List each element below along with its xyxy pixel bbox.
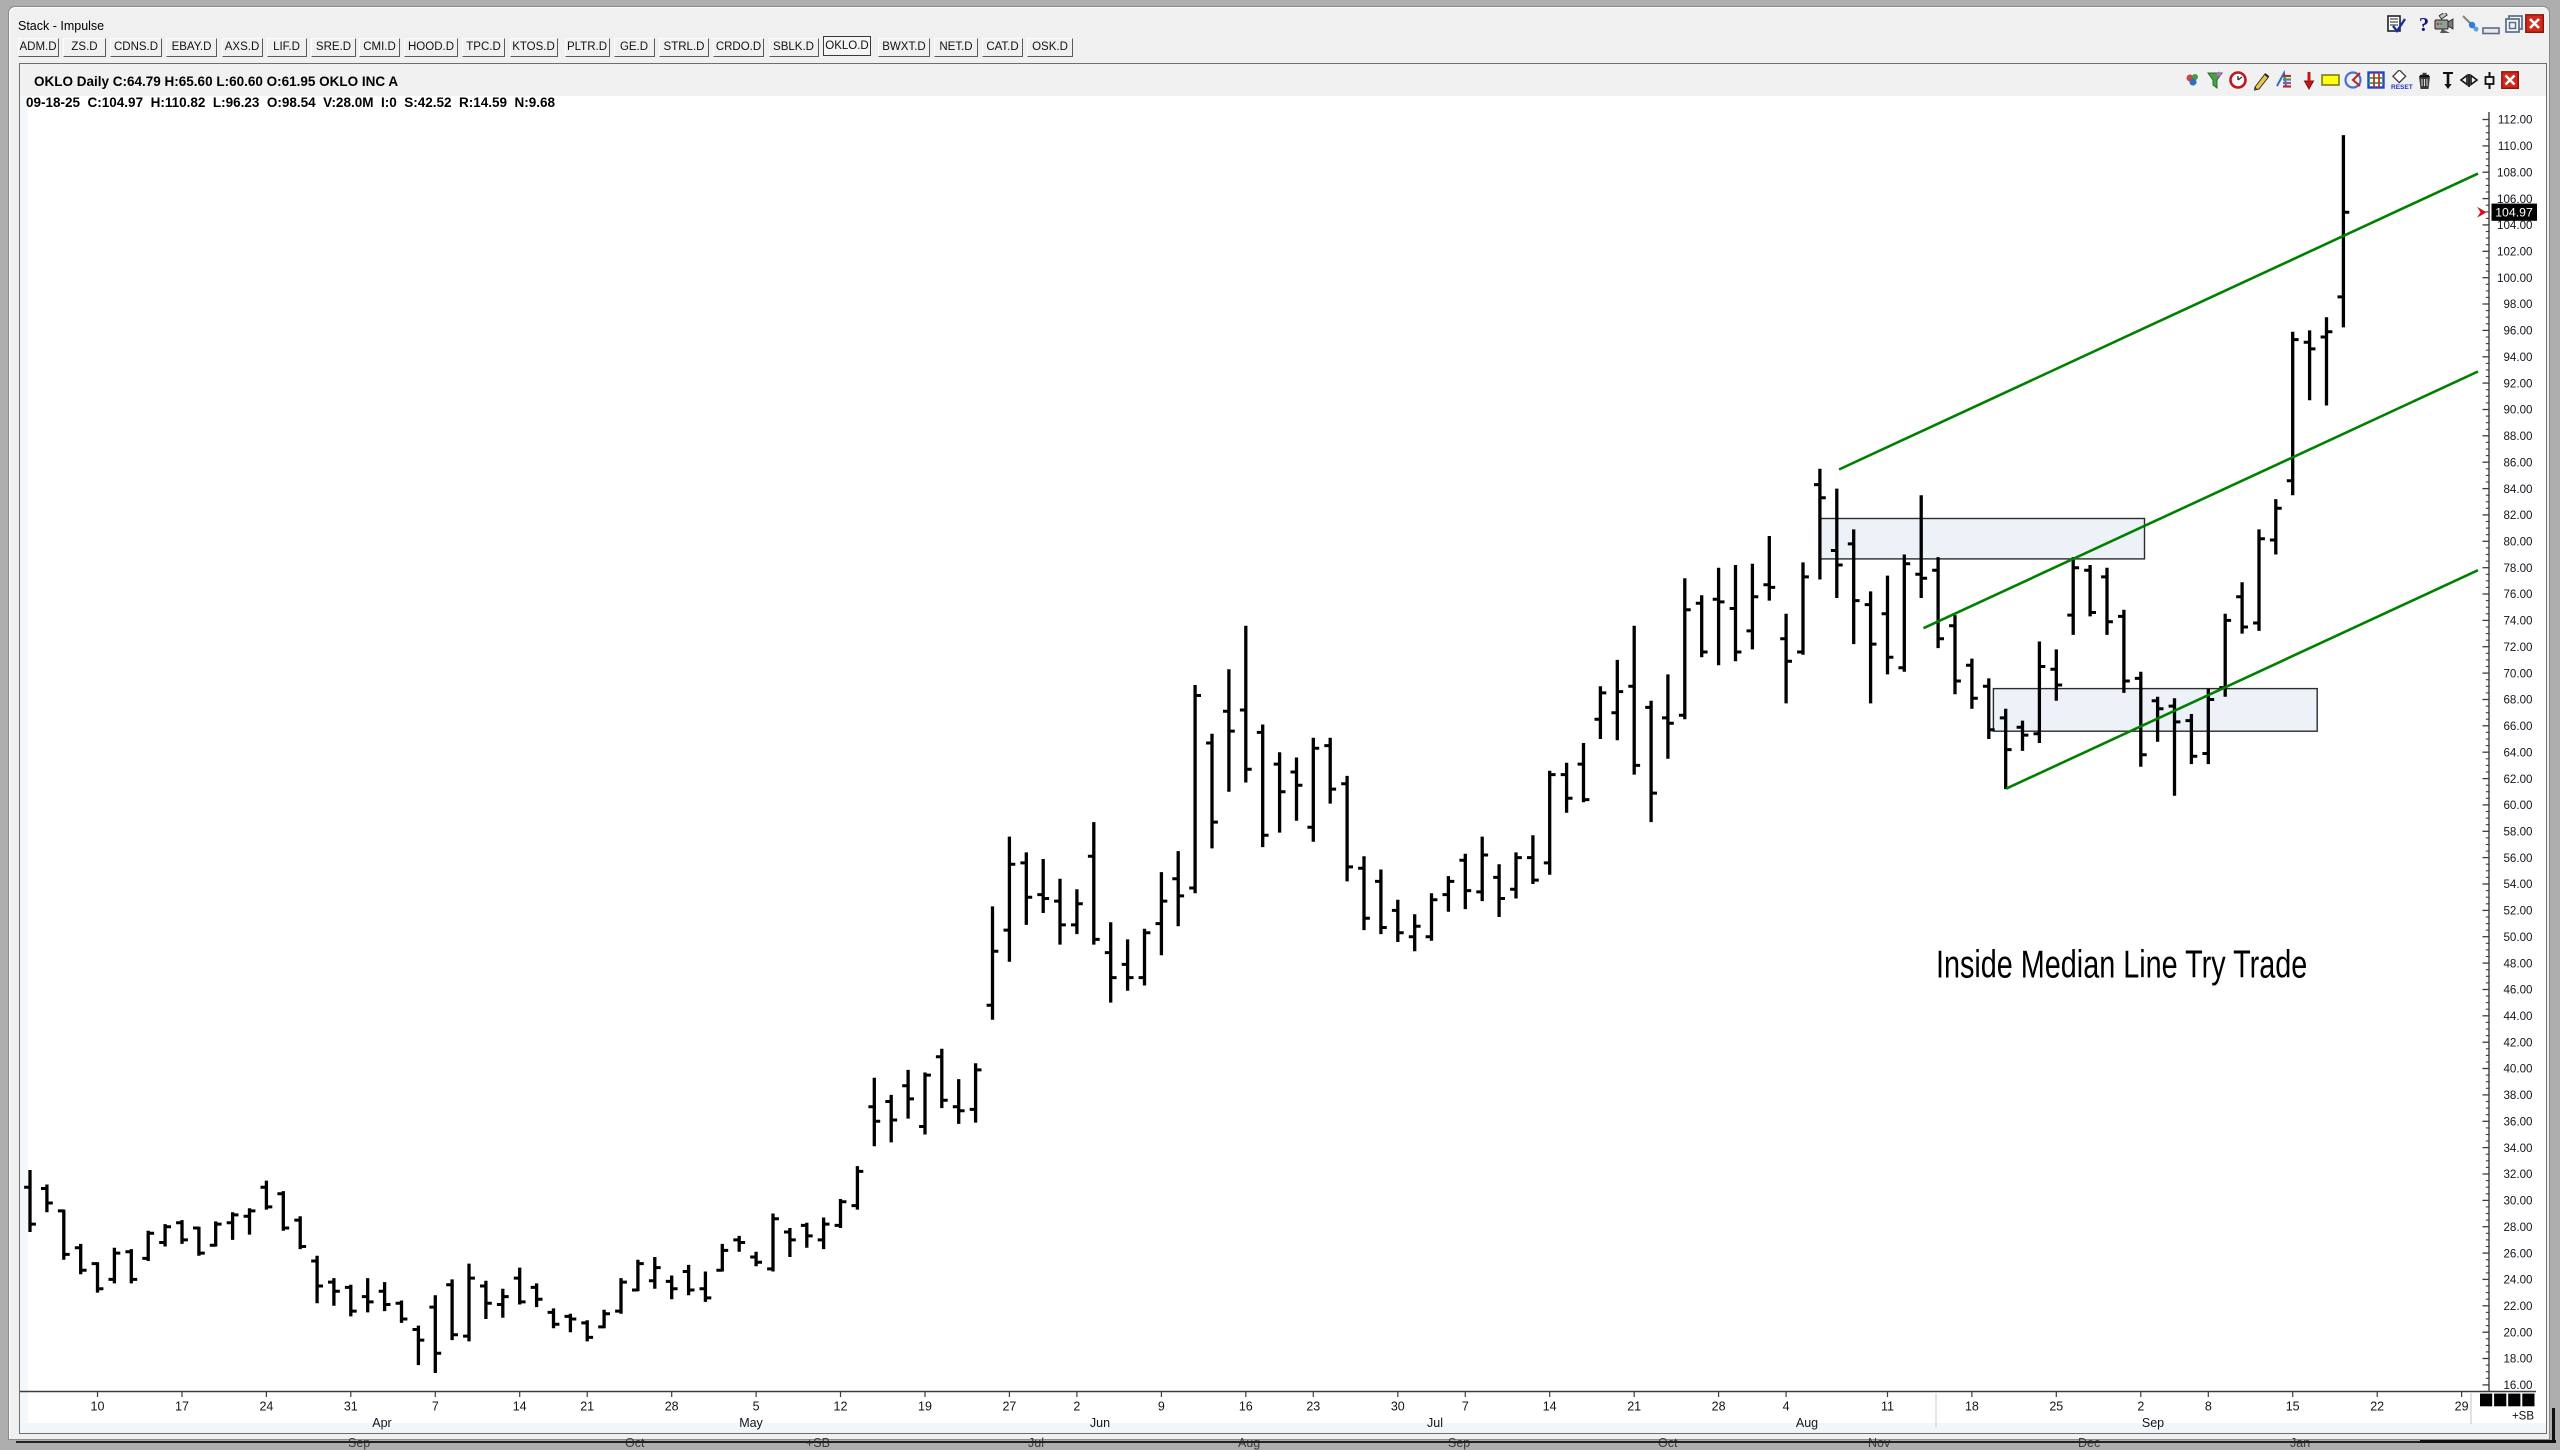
svg-text:10: 10: [91, 1400, 105, 1414]
svg-text:48.00: 48.00: [2503, 957, 2532, 970]
svg-text:11: 11: [1881, 1400, 1894, 1414]
svg-text:8: 8: [2205, 1400, 2212, 1414]
svg-text:Inside Median Line Try Trade: Inside Median Line Try Trade: [1936, 944, 2307, 987]
svg-text:30: 30: [1391, 1400, 1405, 1414]
svg-text:18: 18: [1965, 1400, 1979, 1414]
svg-text:58.00: 58.00: [2503, 826, 2532, 839]
svg-text:21: 21: [1627, 1400, 1641, 1414]
svg-text:25: 25: [2049, 1400, 2063, 1414]
svg-text:26.00: 26.00: [2503, 1247, 2532, 1260]
svg-text:110.00: 110.00: [2498, 140, 2533, 153]
svg-text:70.00: 70.00: [2503, 667, 2532, 680]
svg-text:50.00: 50.00: [2503, 931, 2532, 944]
svg-text:74.00: 74.00: [2503, 615, 2532, 628]
svg-text:78.00: 78.00: [2503, 562, 2532, 575]
svg-text:46.00: 46.00: [2503, 984, 2532, 997]
svg-text:100.00: 100.00: [2497, 272, 2532, 285]
svg-text:94.00: 94.00: [2503, 351, 2532, 364]
svg-text:90.00: 90.00: [2503, 404, 2532, 417]
svg-text:82.00: 82.00: [2503, 509, 2532, 522]
svg-text:60.00: 60.00: [2503, 799, 2532, 812]
svg-text:76.00: 76.00: [2503, 588, 2532, 601]
svg-text:88.00: 88.00: [2503, 430, 2532, 443]
svg-text:54.00: 54.00: [2503, 878, 2532, 891]
svg-text:84.00: 84.00: [2503, 483, 2532, 496]
svg-text:36.00: 36.00: [2503, 1116, 2532, 1129]
svg-text:102.00: 102.00: [2497, 246, 2532, 259]
svg-text:Apr: Apr: [372, 1416, 391, 1430]
svg-text:28: 28: [1712, 1400, 1726, 1414]
svg-text:May: May: [739, 1416, 763, 1430]
svg-text:22.00: 22.00: [2503, 1300, 2532, 1313]
svg-text:30.00: 30.00: [2503, 1195, 2532, 1208]
svg-text:?: ?: [2419, 14, 2429, 36]
svg-text:9: 9: [1158, 1400, 1165, 1414]
svg-text:42.00: 42.00: [2503, 1036, 2532, 1049]
svg-text:68.00: 68.00: [2503, 694, 2532, 707]
svg-text:40.00: 40.00: [2503, 1063, 2532, 1076]
svg-text:2: 2: [2137, 1400, 2144, 1414]
svg-text:21: 21: [580, 1400, 594, 1414]
svg-text:22: 22: [2370, 1400, 2384, 1414]
svg-text:29: 29: [2455, 1400, 2469, 1414]
svg-text:7: 7: [432, 1400, 439, 1414]
svg-text:96.00: 96.00: [2503, 325, 2532, 338]
svg-text:19: 19: [918, 1400, 932, 1414]
svg-text:32.00: 32.00: [2503, 1168, 2532, 1181]
svg-text:92.00: 92.00: [2503, 377, 2532, 390]
svg-text:23: 23: [1306, 1400, 1320, 1414]
svg-text:+SB: +SB: [2512, 1411, 2534, 1423]
svg-text:64.00: 64.00: [2503, 746, 2532, 759]
svg-text:34.00: 34.00: [2503, 1142, 2532, 1155]
svg-text:38.00: 38.00: [2503, 1089, 2532, 1102]
svg-text:80.00: 80.00: [2503, 536, 2532, 549]
svg-text:24.00: 24.00: [2503, 1274, 2532, 1287]
svg-text:56.00: 56.00: [2503, 852, 2532, 865]
svg-text:4: 4: [1783, 1400, 1790, 1414]
svg-text:24: 24: [259, 1400, 273, 1414]
svg-text:86.00: 86.00: [2503, 456, 2532, 469]
svg-text:27: 27: [1002, 1400, 1016, 1414]
svg-text:62.00: 62.00: [2503, 773, 2532, 786]
svg-text:7: 7: [1462, 1400, 1469, 1414]
svg-text:14: 14: [1543, 1400, 1557, 1414]
svg-text:104.00: 104.00: [2497, 219, 2532, 232]
svg-text:16.00: 16.00: [2503, 1379, 2532, 1392]
svg-text:12: 12: [834, 1400, 848, 1414]
svg-text:108.00: 108.00: [2497, 166, 2532, 179]
svg-text:104.97: 104.97: [2495, 206, 2533, 220]
svg-text:Aug: Aug: [1796, 1416, 1818, 1430]
svg-text:18.00: 18.00: [2503, 1353, 2532, 1366]
svg-text:31: 31: [344, 1400, 358, 1414]
svg-text:14: 14: [513, 1400, 527, 1414]
svg-text:15: 15: [2286, 1400, 2300, 1414]
svg-text:16: 16: [1239, 1400, 1253, 1414]
svg-text:66.00: 66.00: [2503, 720, 2532, 733]
svg-text:112.00: 112.00: [2498, 114, 2533, 127]
svg-text:Jun: Jun: [1090, 1416, 1110, 1430]
svg-text:2: 2: [1073, 1400, 1080, 1414]
svg-text:5: 5: [753, 1400, 760, 1414]
svg-text:17: 17: [175, 1400, 189, 1414]
svg-text:72.00: 72.00: [2503, 641, 2532, 654]
svg-text:28.00: 28.00: [2503, 1221, 2532, 1234]
svg-text:RESET: RESET: [2391, 84, 2413, 91]
svg-text:52.00: 52.00: [2503, 905, 2532, 918]
svg-text:20.00: 20.00: [2503, 1326, 2532, 1339]
svg-text:Jul: Jul: [1427, 1416, 1443, 1430]
svg-text:44.00: 44.00: [2503, 1010, 2532, 1023]
svg-text:106.00: 106.00: [2497, 193, 2532, 206]
svg-text:28: 28: [665, 1400, 679, 1414]
svg-text:Sep: Sep: [2142, 1416, 2164, 1430]
svg-text:98.00: 98.00: [2503, 298, 2532, 311]
